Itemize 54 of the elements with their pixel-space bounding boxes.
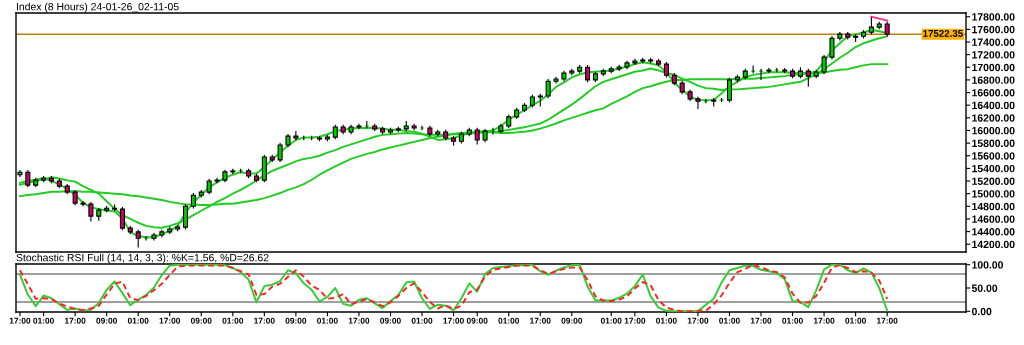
x-tick-label: 09:00 bbox=[380, 317, 401, 324]
y-tick-label: 17800.00 bbox=[972, 13, 1015, 21]
x-tick-label: 01:00 bbox=[600, 317, 622, 324]
x-tick-label: 09:00 bbox=[190, 317, 212, 324]
x-tick-label: 17:00 bbox=[254, 317, 275, 324]
y-tick-label: 16600.00 bbox=[972, 89, 1015, 97]
y-tick-label: 14600.00 bbox=[972, 215, 1015, 223]
x-tick-label: 01:00 bbox=[222, 317, 244, 324]
y-tick-label: 100.00 bbox=[972, 261, 1003, 269]
x-tick-label: 01:00 bbox=[656, 317, 677, 324]
y-tick-label: 15800.00 bbox=[972, 139, 1015, 147]
y-tick-label: 17000.00 bbox=[972, 63, 1015, 72]
x-tick-label: 17:00 bbox=[624, 317, 646, 324]
x-tick-label: 09:00 bbox=[96, 317, 117, 324]
y-tick-label: 50.00 bbox=[971, 284, 998, 292]
y-tick-label: 14200.00 bbox=[972, 240, 1015, 249]
x-tick-label: 09:00 bbox=[466, 317, 488, 324]
y-tick-label: 16200.00 bbox=[972, 114, 1015, 122]
y-tick-label: 15000.00 bbox=[972, 190, 1015, 198]
x-tick-label: 01:00 bbox=[33, 317, 54, 324]
x-tick-label: 09:00 bbox=[285, 317, 307, 324]
y-tick-label: 15600.00 bbox=[972, 152, 1015, 160]
x-tick-label: 17:00 bbox=[65, 317, 86, 324]
x-tick-label: 01:00 bbox=[411, 317, 433, 324]
x-tick-label: 01:00 bbox=[719, 317, 740, 324]
x-tick-label: 01:00 bbox=[498, 317, 520, 324]
y-tick-label: 16400.00 bbox=[972, 101, 1015, 110]
chart-title: Index (8 Hours) 24-01-26_02-11-05 bbox=[16, 2, 179, 13]
y-tick-label: 14400.00 bbox=[972, 228, 1015, 236]
y-tick-label: 17600.00 bbox=[972, 25, 1015, 34]
y-tick-label: 17400.00 bbox=[972, 38, 1015, 46]
y-tick-label: 16000.00 bbox=[972, 126, 1015, 135]
x-tick-label: 17:00 bbox=[813, 317, 835, 324]
x-tick-label: 01:00 bbox=[782, 317, 803, 324]
ref-line-label: 17522.35 bbox=[923, 30, 963, 37]
y-tick-label: 17200.00 bbox=[972, 51, 1015, 59]
x-tick-label: 17:00 bbox=[750, 317, 772, 324]
x-tick-label: 17:00 bbox=[348, 317, 370, 324]
y-tick-label: 15400.00 bbox=[972, 164, 1015, 173]
y-tick-label: 15200.00 bbox=[972, 177, 1015, 185]
x-tick-label: 01:00 bbox=[845, 317, 866, 324]
y-tick-label: 16800.00 bbox=[972, 76, 1015, 84]
x-tick-label: 17:00 bbox=[687, 317, 709, 324]
x-tick-label: 17:00 bbox=[159, 317, 181, 324]
x-tick-label: 17:00 bbox=[530, 317, 551, 324]
y-tick-label: 0.00 bbox=[971, 307, 992, 316]
chart-title: Stochastic RSI Full (14, 14, 3, 3): %K=1.56, %D=26.62 bbox=[16, 253, 269, 264]
x-tick-label: 01:00 bbox=[317, 317, 338, 324]
x-tick-label: 09:00 bbox=[561, 317, 583, 324]
x-tick-label: 17:00 bbox=[443, 317, 464, 324]
x-tick-label: 17:00 bbox=[9, 317, 31, 324]
x-tick-label: 17:00 bbox=[877, 317, 898, 324]
y-tick-label: 14800.00 bbox=[972, 202, 1015, 211]
x-tick-label: 01:00 bbox=[127, 317, 149, 324]
